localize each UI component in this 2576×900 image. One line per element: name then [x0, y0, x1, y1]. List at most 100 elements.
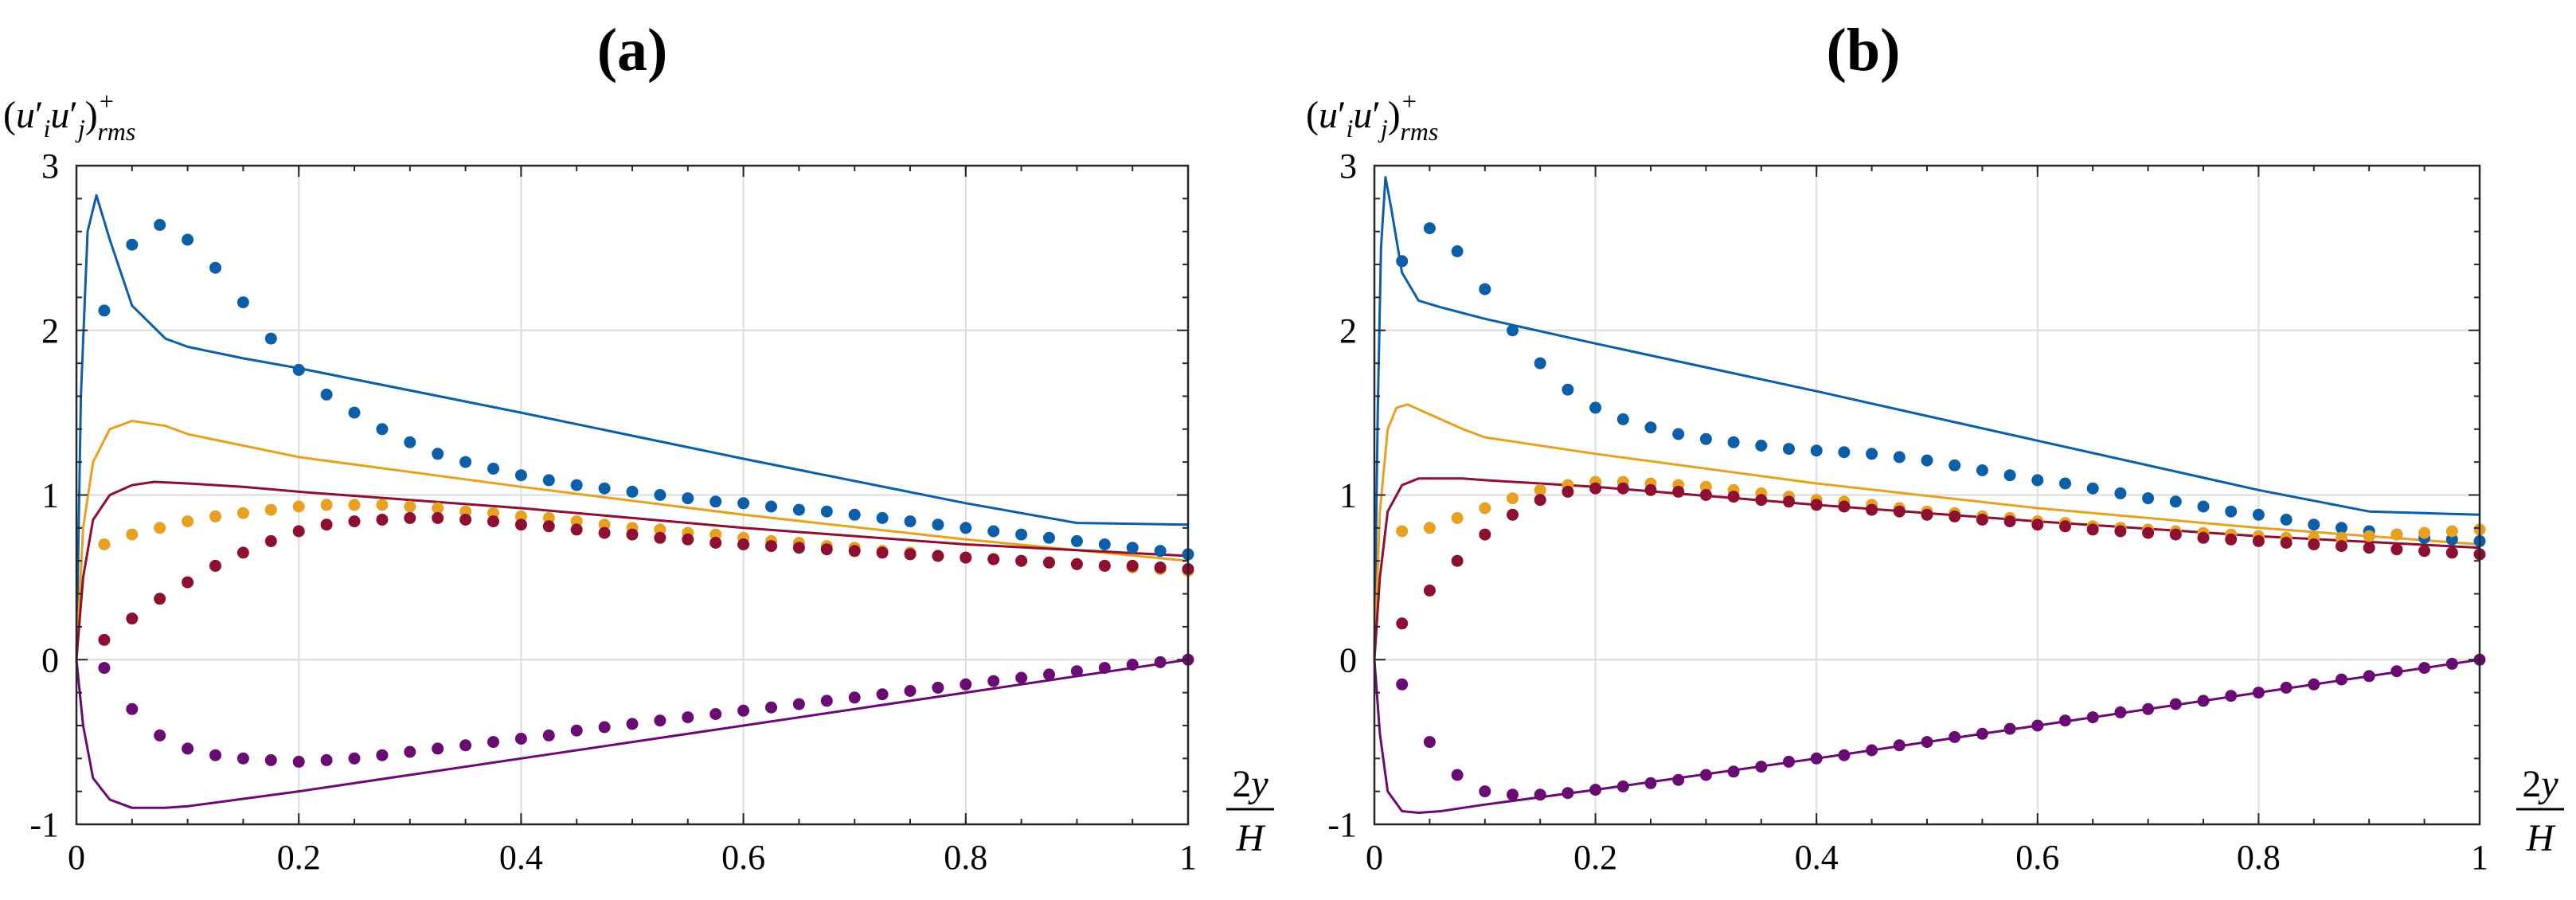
panel-b-ticks — [1374, 165, 2480, 825]
panel-a-series-line-1 — [75, 194, 1189, 660]
panel-a-series-1-point — [960, 522, 972, 534]
panel-a-series-3-point — [126, 612, 139, 625]
panel-b-series-2-point — [2363, 530, 2375, 542]
panel-b-x-tick-label: 0.6 — [2015, 838, 2059, 877]
panel-b-series-1-point — [1866, 448, 1878, 460]
panel-a-series-3-point — [598, 526, 611, 539]
panel-a-series-3-point — [264, 534, 277, 547]
panel-a-series-2-point — [432, 502, 444, 515]
panel-b-series-1-point — [1838, 446, 1851, 459]
panel-b-series-3-point — [1423, 584, 1436, 597]
panel-a-series-3-point — [236, 546, 249, 559]
panel-a-y-tick-label: -1 — [29, 805, 59, 844]
panel-b-series-3-point — [1976, 514, 1988, 526]
panel-a-series-4-point — [236, 752, 249, 765]
panel-a-series-3-point — [932, 550, 944, 562]
panel-b-title: (b) — [1827, 17, 1901, 84]
panel-a-x-axis-label: 2y H — [1226, 763, 1274, 859]
panel-a-series-3-point — [514, 518, 527, 531]
panel-a-series-3-point — [820, 543, 833, 556]
panel-a-series-3-point — [876, 546, 889, 559]
panel-a-series-2-point — [348, 499, 361, 511]
panel-b-x-tick-label: 0.2 — [1573, 838, 1617, 877]
panel-b-y-tick-label: 0 — [1339, 640, 1357, 679]
panel-b-series-3-point — [1589, 482, 1602, 495]
panel-a-series-2-point — [376, 499, 389, 511]
panel-b-series-2-point — [2445, 525, 2458, 538]
panel-a-series-1-point — [1126, 542, 1139, 554]
panel-a-series-2-point — [570, 515, 583, 528]
panel-b-series-4-point — [1838, 749, 1851, 761]
panel-b-series-3-point — [1507, 508, 1519, 521]
panel-a-series-3-point — [348, 515, 361, 528]
panel-a-series-2-point — [459, 505, 472, 518]
panel-b-series-line-2 — [1373, 403, 2480, 660]
panel-a-series-2-point — [542, 511, 555, 524]
panel-a-series-3-point — [1098, 559, 1111, 572]
panel-b-y-axis-label: (u′iu′j)+ rms — [1306, 87, 1438, 146]
panel-a-xlabel-denominator: H — [1236, 817, 1266, 859]
panel-b-series-1-point — [1810, 444, 1823, 457]
panel-a-series-1-point — [542, 474, 555, 487]
panel-b-series-4-point — [2003, 722, 2016, 735]
panel-b-series-1-point — [2252, 508, 2265, 521]
panel-b-series-3-point — [2336, 540, 2347, 553]
panel-a-series-2-point — [320, 499, 333, 511]
panel-a-series-3-point — [987, 553, 1000, 565]
panel-b-series-4-point — [2086, 711, 2099, 724]
panel-b-series-3-point — [1783, 495, 1795, 508]
panel-b-series-1-point — [2003, 469, 2016, 482]
panel-b-series-4-point — [1644, 777, 1657, 789]
panel-a-series-1-point — [487, 462, 499, 475]
panel-a-series-4-point — [542, 729, 555, 742]
panel-b-series-2-point — [1396, 525, 1409, 538]
panel-a-x-tick-label: 0.2 — [277, 838, 321, 877]
panel-b-series-1-point — [1672, 428, 1685, 440]
panel-a-series-1-point — [1098, 538, 1111, 550]
panel-b-series-3-point — [2003, 515, 2016, 528]
panel-a-series-2-point — [182, 515, 194, 528]
panel-b-series-2-point — [2418, 526, 2431, 539]
panel-a-series-4-point — [1043, 668, 1055, 681]
panel-b-series-4-point — [2197, 695, 2210, 707]
panel-b-x-tick-label: 1 — [2471, 838, 2488, 877]
panel-a-series-1-point — [126, 238, 139, 251]
panel-b-series-line-1 — [1373, 176, 2480, 660]
panel-b-series-3-point — [1672, 485, 1685, 498]
panel-a-series-line-4 — [75, 658, 1189, 809]
panel-b-x-axis-label: 2y H — [2516, 763, 2564, 859]
panel-a-series-3-point — [292, 525, 305, 538]
panel-b-series-3-point — [1451, 554, 1464, 567]
panel-a-y-axis-label: (u′iu′j)+ rms — [3, 87, 135, 146]
panel-b-series-1-point — [1783, 443, 1795, 456]
panel-b-series-4-point — [1672, 773, 1685, 786]
panel-a-series-4-point — [876, 688, 889, 701]
panel-a-series-4-point — [292, 755, 305, 768]
panel-b-series-1-point — [1507, 324, 1519, 337]
panel-b-series-4-point — [1479, 785, 1491, 798]
panel-a-series-2-point — [654, 523, 666, 536]
panel-a-series-3-point — [209, 559, 221, 572]
panel-a-series-4-point — [404, 745, 416, 758]
panel-a-xlabel-numerator: 2y — [1232, 763, 1268, 805]
panel-b-series-3-point — [1699, 489, 1712, 501]
panel-b-series-4-point — [2114, 706, 2127, 718]
panel-b-series-2-point — [1451, 511, 1464, 524]
panel-b-series-3-point — [2418, 545, 2431, 558]
panel-a-series-3-point — [320, 518, 333, 531]
panel-a-series-1-point — [626, 485, 639, 498]
panel-a-series-4-point — [792, 698, 805, 710]
panel-b-series-2-point — [2390, 528, 2403, 541]
panel-a-series-3-point — [1126, 559, 1139, 572]
panel-a-series-1-point — [654, 489, 666, 501]
panel-b-series-3-point — [2308, 538, 2320, 550]
panel-a-series-2-point — [126, 528, 139, 541]
panel-b-series-4-point — [2363, 670, 2375, 683]
panel-a-series-4-point — [348, 752, 361, 765]
panel-a-series-4-point — [932, 681, 944, 694]
panel-a-series-4-point — [487, 736, 499, 749]
panel-a-series-4-point — [209, 749, 221, 761]
